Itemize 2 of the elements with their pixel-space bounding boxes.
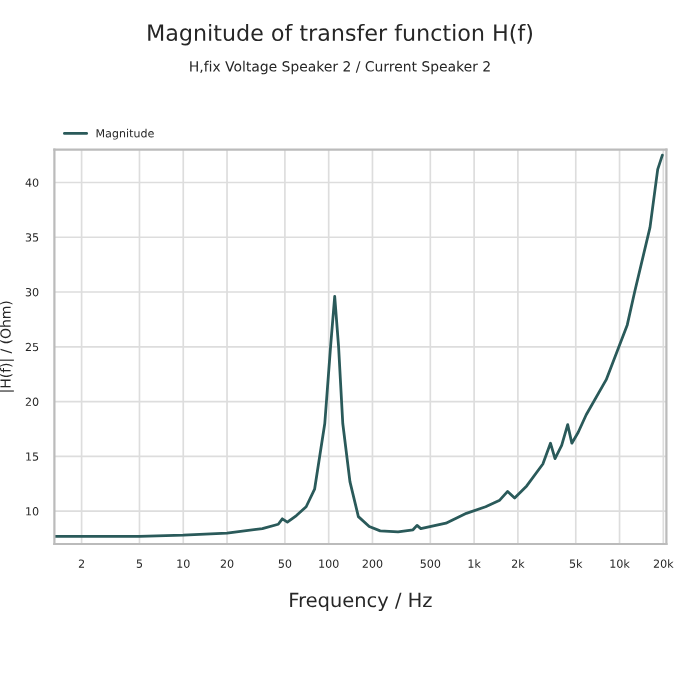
- chart-title: Magnitude of transfer function H(f): [148, 23, 532, 46]
- x-axis-title: Frequency / Hz: [290, 592, 432, 612]
